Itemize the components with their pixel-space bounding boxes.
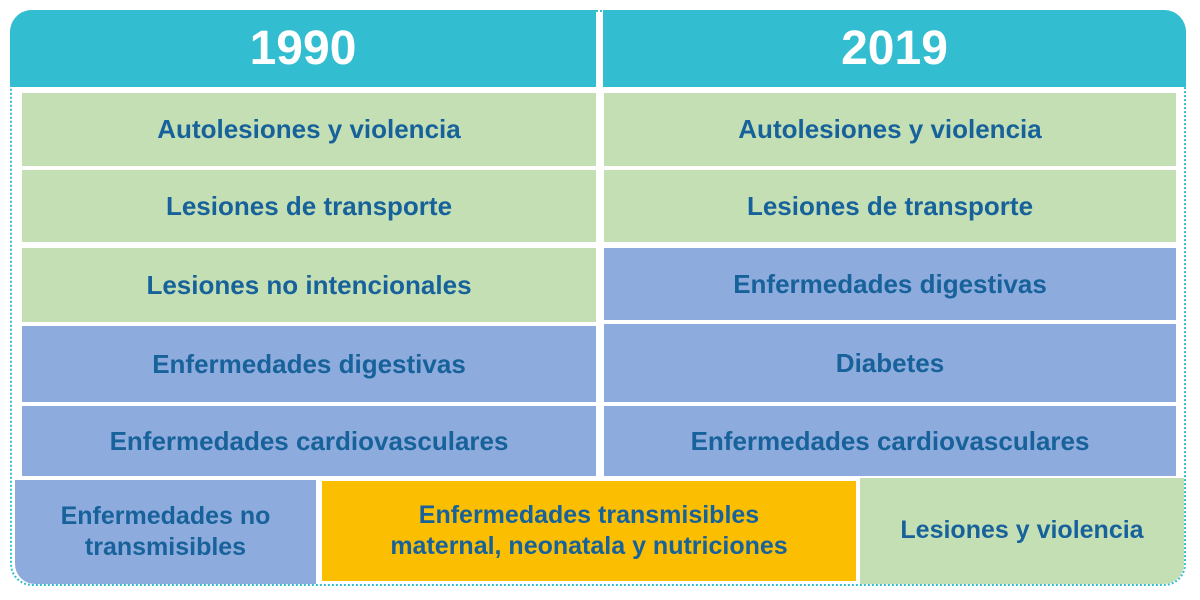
header-2019: 2019 — [603, 10, 1186, 87]
cell-2019-row-4: Diabetes — [604, 324, 1176, 402]
cell-1990-row-4: Enfermedades digestivas — [22, 326, 596, 402]
legend-injuries: Lesiones y violencia — [860, 478, 1184, 584]
legend-noncommunicable-line-2: transmisibles — [84, 533, 247, 561]
cell-1990-row-5: Enfermedades cardiovasculares — [22, 406, 596, 476]
cell-1990-row-3: Lesiones no intencionales — [22, 248, 596, 322]
cell-2019-row-2: Lesiones de transporte — [604, 170, 1176, 242]
legend-noncommunicable-line-1: Enfermedades no — [60, 501, 271, 530]
legend-communicable: Enfermedades transmisibles maternal, neo… — [322, 481, 856, 581]
cell-2019-row-5: Enfermedades cardiovasculares — [604, 406, 1176, 476]
legend-communicable-line-1: Enfermedades transmisibles — [418, 500, 760, 529]
cell-1990-row-2: Lesiones de transporte — [22, 170, 596, 242]
legend-noncommunicable: Enfermedades no transmisibles — [15, 480, 316, 584]
cell-2019-row-1: Autolesiones y violencia — [604, 93, 1176, 166]
legend-communicable-line-2: maternal, neonatala y nutriciones — [390, 532, 788, 560]
cell-1990-row-1: Autolesiones y violencia — [22, 93, 596, 166]
chart-frame — [10, 10, 1186, 586]
header-1990: 1990 — [10, 10, 596, 87]
cell-2019-row-3: Enfermedades digestivas — [604, 248, 1176, 320]
